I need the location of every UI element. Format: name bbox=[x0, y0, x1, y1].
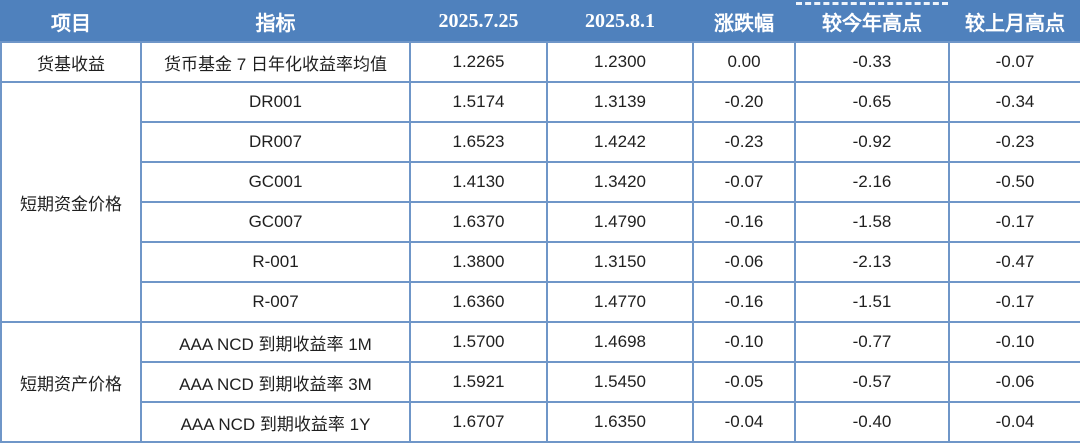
indicator-cell: R-001 bbox=[140, 241, 411, 283]
table-row: 短期资金价格 DR001 1.5174 1.3139 -0.20 -0.65 -… bbox=[0, 81, 1080, 323]
indicator-cell: GC001 bbox=[140, 161, 411, 203]
value-curr-cell: 1.3150 bbox=[546, 241, 694, 283]
col-header-vs-month-high: 较上月高点 bbox=[948, 0, 1080, 43]
vs-year-high-cell: -2.16 bbox=[794, 161, 950, 203]
value-prev-cell: 1.5174 bbox=[409, 81, 548, 123]
value-curr-cell: 1.3420 bbox=[546, 161, 694, 203]
change-cell: -0.07 bbox=[692, 161, 796, 203]
col-header-indicator: 指标 bbox=[140, 0, 411, 43]
vs-year-high-cell: -1.58 bbox=[794, 201, 950, 243]
indicator-cell: AAA NCD 到期收益率 1Y bbox=[140, 401, 411, 443]
value-prev-cell: 1.6360 bbox=[409, 281, 548, 323]
vs-month-high-cell: -0.34 bbox=[948, 81, 1080, 123]
category-cell: 货基收益 bbox=[0, 41, 142, 83]
change-cell: -0.16 bbox=[692, 281, 796, 323]
vs-month-high-cell: -0.17 bbox=[948, 201, 1080, 243]
category-cell: 短期资金价格 bbox=[0, 81, 142, 323]
vs-month-high-cell: -0.47 bbox=[948, 241, 1080, 283]
vs-year-high-cell: -0.40 bbox=[794, 401, 950, 443]
vs-year-high-cell: -0.65 bbox=[794, 81, 950, 123]
table-row: 短期资产价格 AAA NCD 到期收益率 1M 1.5700 1.4698 -0… bbox=[0, 321, 1080, 443]
value-curr-cell: 1.4770 bbox=[546, 281, 694, 323]
indicator-cell: DR007 bbox=[140, 121, 411, 163]
value-curr-cell: 1.3139 bbox=[546, 81, 694, 123]
value-curr-cell: 1.4698 bbox=[546, 321, 694, 363]
col-header-item: 项目 bbox=[0, 0, 142, 43]
indicator-cell: R-007 bbox=[140, 281, 411, 323]
value-curr-cell: 1.2300 bbox=[546, 41, 694, 83]
vs-month-high-cell: -0.06 bbox=[948, 361, 1080, 403]
col-header-date-prev: 2025.7.25 bbox=[409, 0, 548, 43]
change-cell: -0.05 bbox=[692, 361, 796, 403]
indicator-cell: AAA NCD 到期收益率 3M bbox=[140, 361, 411, 403]
value-prev-cell: 1.6370 bbox=[409, 201, 548, 243]
value-curr-cell: 1.6350 bbox=[546, 401, 694, 443]
vs-year-high-cell: -0.77 bbox=[794, 321, 950, 363]
table-row: R-007 1.6360 1.4770 -0.16 -1.51 -0.17 bbox=[1, 281, 1080, 323]
table-row: 货基收益 货币基金 7 日年化收益率均值 1.2265 1.2300 0.00 … bbox=[0, 41, 1080, 83]
category-cell: 短期资产价格 bbox=[0, 321, 142, 443]
col-header-change: 涨跌幅 bbox=[692, 0, 796, 43]
indicator-cell: AAA NCD 到期收益率 1M bbox=[140, 321, 411, 363]
value-prev-cell: 1.5700 bbox=[409, 321, 548, 363]
table-row: DR007 1.6523 1.4242 -0.23 -0.92 -0.23 bbox=[1, 121, 1080, 163]
vs-month-high-cell: -0.04 bbox=[948, 401, 1080, 443]
vs-month-high-cell: -0.10 bbox=[948, 321, 1080, 363]
vs-month-high-cell: -0.23 bbox=[948, 121, 1080, 163]
vs-year-high-cell: -0.33 bbox=[794, 41, 950, 83]
change-cell: -0.04 bbox=[692, 401, 796, 443]
table-row: AAA NCD 到期收益率 3M 1.5921 1.5450 -0.05 -0.… bbox=[1, 361, 1080, 403]
change-cell: -0.20 bbox=[692, 81, 796, 123]
change-cell: -0.10 bbox=[692, 321, 796, 363]
table-row: GC001 1.4130 1.3420 -0.07 -2.16 -0.50 bbox=[1, 161, 1080, 203]
change-cell: -0.06 bbox=[692, 241, 796, 283]
value-curr-cell: 1.5450 bbox=[546, 361, 694, 403]
col-header-vs-year-high: 较今年高点 bbox=[794, 0, 950, 43]
value-prev-cell: 1.5921 bbox=[409, 361, 548, 403]
vs-year-high-cell: -0.57 bbox=[794, 361, 950, 403]
table-row: AAA NCD 到期收益率 1Y 1.6707 1.6350 -0.04 -0.… bbox=[1, 401, 1080, 443]
indicator-cell: DR001 bbox=[140, 81, 411, 123]
change-cell: -0.16 bbox=[692, 201, 796, 243]
value-curr-cell: 1.4790 bbox=[546, 201, 694, 243]
vs-month-high-cell: -0.07 bbox=[948, 41, 1080, 83]
change-cell: -0.23 bbox=[692, 121, 796, 163]
table-row: GC007 1.6370 1.4790 -0.16 -1.58 -0.17 bbox=[1, 201, 1080, 243]
value-prev-cell: 1.6523 bbox=[409, 121, 548, 163]
value-curr-cell: 1.4242 bbox=[546, 121, 694, 163]
vs-year-high-cell: -2.13 bbox=[794, 241, 950, 283]
indicator-cell: 货币基金 7 日年化收益率均值 bbox=[140, 41, 411, 83]
value-prev-cell: 1.6707 bbox=[409, 401, 548, 443]
col-header-date-curr: 2025.8.1 bbox=[546, 0, 694, 43]
indicator-cell: GC007 bbox=[140, 201, 411, 243]
value-prev-cell: 1.2265 bbox=[409, 41, 548, 83]
table-row: R-001 1.3800 1.3150 -0.06 -2.13 -0.47 bbox=[1, 241, 1080, 283]
vs-month-high-cell: -0.17 bbox=[948, 281, 1080, 323]
header-row: 项目 指标 2025.7.25 2025.8.1 涨跌幅 较今年高点 较上月高点 bbox=[0, 0, 1080, 43]
value-prev-cell: 1.3800 bbox=[409, 241, 548, 283]
change-cell: 0.00 bbox=[692, 41, 796, 83]
value-prev-cell: 1.4130 bbox=[409, 161, 548, 203]
vs-month-high-cell: -0.50 bbox=[948, 161, 1080, 203]
vs-year-high-cell: -1.51 bbox=[794, 281, 950, 323]
vs-year-high-cell: -0.92 bbox=[794, 121, 950, 163]
